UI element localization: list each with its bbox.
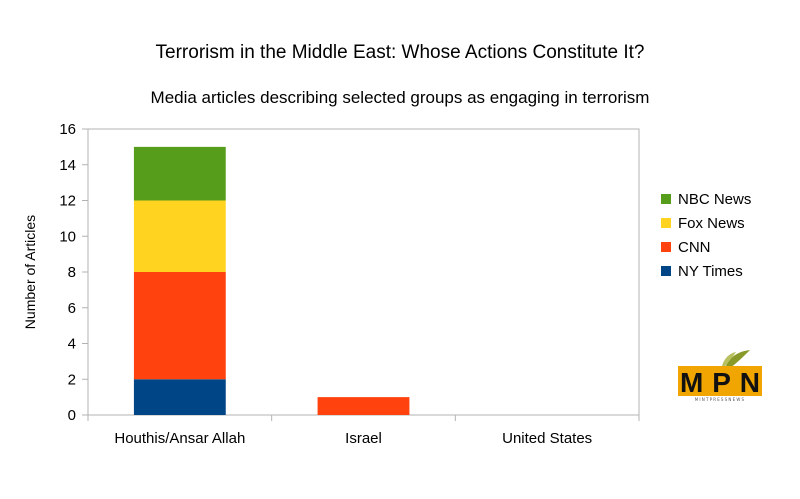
legend-label: Fox News: [678, 215, 745, 232]
legend-label: NBC News: [678, 191, 751, 208]
leaf-icon: [726, 350, 750, 368]
x-category-label: Israel: [345, 430, 382, 447]
y-axis: 0 2 4 6 8 10 12 14 16: [59, 121, 88, 424]
legend-label: CNN: [678, 239, 711, 256]
legend-swatch: [661, 242, 671, 252]
logo-box: [678, 366, 762, 396]
logo-text: MPN: [680, 367, 760, 398]
y-tick-label: 14: [59, 157, 76, 174]
bar-segment: [133, 379, 226, 415]
bar-segment: [317, 397, 410, 415]
y-tick-label: 0: [68, 407, 76, 424]
logo-subtext: MINTPRESSNEWS: [695, 397, 745, 402]
y-tick-label: 8: [68, 264, 76, 281]
y-tick-label: 2: [68, 371, 76, 388]
x-category-label: Houthis/Ansar Allah: [114, 430, 245, 447]
bar-segment: [133, 146, 226, 201]
y-tick-label: 12: [59, 193, 76, 210]
chart-subtitle: Media articles describing selected group…: [151, 88, 650, 107]
legend: NBC News Fox News CNN NY Times: [661, 191, 751, 280]
y-tick-label: 16: [59, 121, 76, 138]
legend-swatch: [661, 194, 671, 204]
bar-segment: [133, 200, 226, 272]
legend-label: NY Times: [678, 263, 743, 280]
bar-segment: [133, 272, 226, 380]
legend-swatch: [661, 218, 671, 228]
leaf-icon: [722, 352, 736, 368]
y-axis-title: Number of Articles: [22, 215, 38, 329]
y-tick-label: 6: [68, 300, 76, 317]
mpn-logo: MPN MINTPRESSNEWS: [678, 350, 762, 402]
x-axis: Houthis/Ansar Allah Israel United States: [87, 415, 640, 447]
chart-title: Terrorism in the Middle East: Whose Acti…: [156, 42, 645, 63]
y-tick-label: 10: [59, 228, 76, 245]
x-category-label: United States: [502, 430, 592, 447]
legend-swatch: [661, 266, 671, 276]
bars: [133, 146, 410, 415]
y-tick-label: 4: [68, 336, 76, 353]
